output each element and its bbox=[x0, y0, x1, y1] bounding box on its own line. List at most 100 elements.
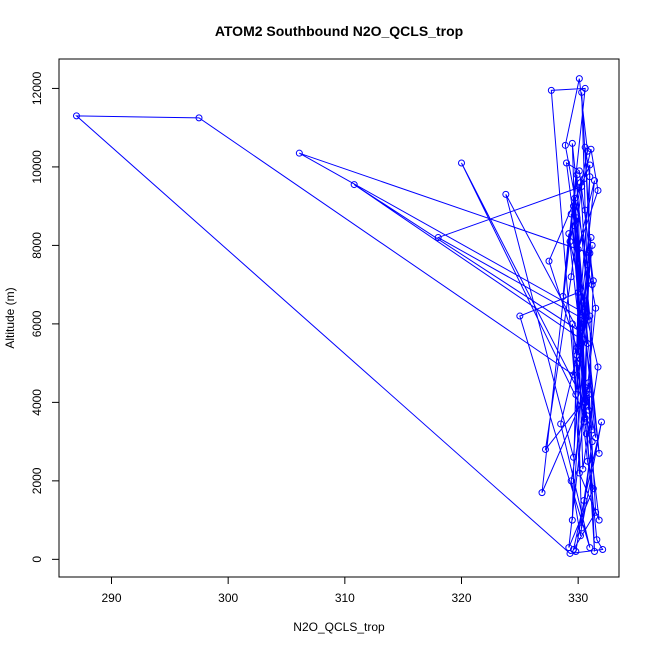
data-point bbox=[592, 508, 600, 516]
data-point bbox=[545, 257, 553, 265]
data-point bbox=[575, 469, 583, 477]
data-point bbox=[598, 418, 605, 426]
data-point bbox=[591, 547, 598, 555]
data-point bbox=[581, 414, 589, 422]
data-point bbox=[578, 88, 586, 96]
data-point bbox=[588, 426, 596, 434]
data-point bbox=[589, 485, 597, 493]
data-point bbox=[570, 453, 577, 461]
data-point bbox=[568, 320, 576, 328]
data-point bbox=[593, 536, 601, 544]
data-point bbox=[566, 237, 574, 245]
x-tick-label: 300 bbox=[218, 591, 238, 605]
data-point bbox=[586, 312, 594, 320]
plot-frame bbox=[58, 58, 620, 578]
series-line bbox=[75, 78, 604, 554]
data-point bbox=[542, 445, 549, 453]
data-point bbox=[195, 114, 203, 122]
x-tick-label: 330 bbox=[568, 591, 588, 605]
data-point bbox=[570, 202, 577, 210]
y-tick-label: 0 bbox=[30, 556, 44, 563]
data-point bbox=[592, 304, 600, 312]
data-point bbox=[557, 420, 565, 428]
data-point bbox=[582, 402, 590, 410]
y-axis-label: Altitude (m) bbox=[3, 287, 17, 348]
data-point bbox=[577, 179, 584, 187]
data-point bbox=[502, 190, 510, 198]
data-point bbox=[586, 544, 594, 552]
data-point bbox=[571, 222, 579, 230]
series-layer bbox=[73, 75, 607, 557]
data-point bbox=[586, 161, 594, 169]
data-point bbox=[585, 391, 593, 399]
y-tick-label: 4000 bbox=[30, 389, 44, 416]
data-point bbox=[561, 141, 569, 149]
data-point bbox=[594, 363, 602, 371]
data-point bbox=[568, 516, 576, 524]
data-point bbox=[580, 496, 588, 504]
data-point bbox=[588, 241, 596, 249]
data-point bbox=[584, 261, 591, 269]
y-tick-label: 12000 bbox=[30, 71, 44, 105]
data-point bbox=[574, 347, 582, 355]
data-point bbox=[595, 449, 603, 457]
data-point bbox=[559, 292, 567, 300]
data-point bbox=[566, 549, 574, 557]
data-point bbox=[575, 75, 583, 83]
data-point bbox=[547, 86, 555, 94]
data-point bbox=[595, 516, 603, 524]
data-point bbox=[567, 273, 575, 281]
data-point bbox=[580, 418, 588, 426]
data-point bbox=[573, 171, 581, 179]
y-tick-label: 10000 bbox=[30, 150, 44, 184]
data-point bbox=[565, 230, 573, 238]
y-tick-label: 8000 bbox=[30, 232, 44, 259]
data-point bbox=[458, 159, 465, 167]
data-point bbox=[582, 387, 590, 395]
data-point bbox=[588, 281, 596, 289]
x-axis-label: N2O_QCLS_trop bbox=[293, 620, 385, 634]
x-tick-label: 290 bbox=[101, 591, 121, 605]
data-point bbox=[585, 316, 593, 324]
data-point bbox=[584, 147, 591, 155]
chart-title: ATOM2 Southbound N2O_QCLS_trop bbox=[215, 23, 463, 39]
y-tick-label: 6000 bbox=[30, 310, 44, 337]
data-point bbox=[568, 139, 576, 147]
y-axis: 0 2000 4000 6000 8000 10000 12000 bbox=[30, 71, 60, 563]
data-point bbox=[563, 159, 570, 167]
data-point bbox=[579, 336, 587, 344]
x-axis: 290 300 310 320 330 bbox=[101, 576, 588, 605]
data-point bbox=[592, 434, 600, 442]
data-point bbox=[584, 457, 591, 465]
data-point bbox=[582, 430, 590, 438]
data-point bbox=[295, 149, 303, 157]
data-point bbox=[573, 343, 581, 351]
data-point bbox=[580, 296, 588, 304]
data-point bbox=[516, 312, 524, 320]
x-tick-label: 320 bbox=[451, 591, 471, 605]
data-point bbox=[577, 285, 584, 293]
data-point bbox=[587, 145, 595, 153]
data-point bbox=[574, 288, 582, 296]
data-point bbox=[577, 328, 584, 336]
x-tick-label: 310 bbox=[335, 591, 355, 605]
data-point bbox=[434, 234, 442, 242]
data-point bbox=[580, 398, 588, 406]
data-point bbox=[577, 355, 584, 363]
data-point bbox=[579, 308, 587, 316]
data-point bbox=[567, 477, 575, 485]
data-point bbox=[591, 177, 598, 185]
data-point bbox=[577, 324, 584, 332]
data-point bbox=[581, 206, 589, 214]
data-point bbox=[567, 210, 575, 218]
data-point bbox=[599, 546, 607, 554]
data-point bbox=[73, 112, 80, 120]
data-point bbox=[350, 181, 358, 189]
data-point bbox=[570, 371, 577, 379]
data-point bbox=[586, 249, 594, 257]
data-point bbox=[538, 489, 546, 497]
data-point bbox=[580, 175, 588, 183]
data-point bbox=[570, 546, 577, 554]
data-point bbox=[571, 194, 579, 202]
